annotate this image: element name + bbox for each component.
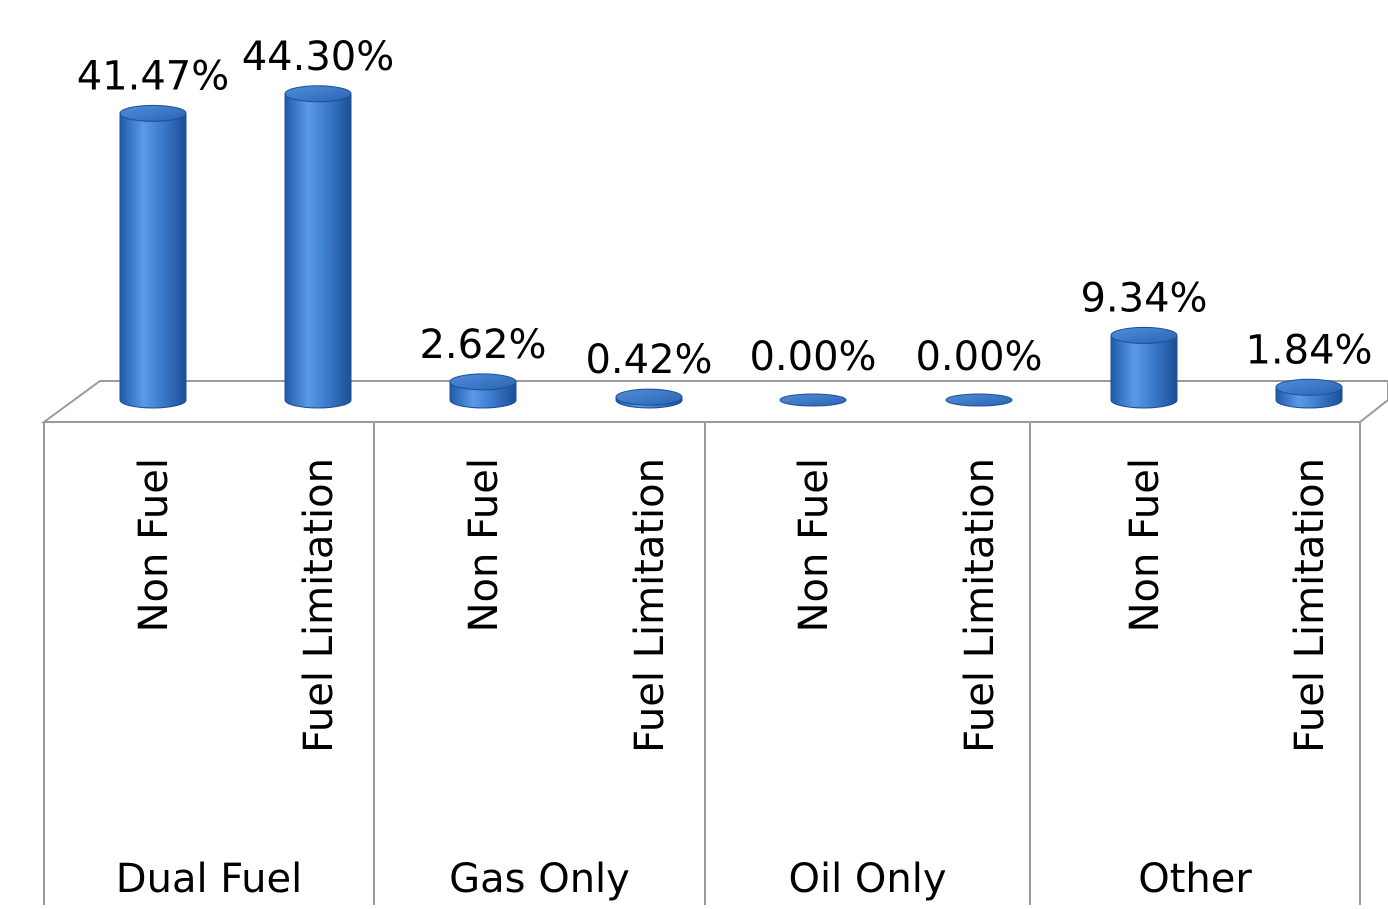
bar-top [945, 393, 1013, 407]
tick-label-oil-only-non-fuel: Non Fuel [791, 458, 837, 632]
bar-gas-only-non-fuel [449, 373, 517, 409]
bar-gas-only-fuel-limitation [615, 388, 683, 409]
bar-body [1110, 334, 1178, 409]
bar-dual-fuel-fuel-limitation [284, 85, 352, 409]
bar-oil-only-non-fuel [779, 393, 847, 407]
data-label-oil-only-non-fuel: 0.00% [749, 334, 876, 380]
bar-other-fuel-limitation [1275, 378, 1343, 409]
tick-label-other-non-fuel: Non Fuel [1122, 458, 1168, 632]
tick-label-oil-only-fuel-limitation: Fuel Limitation [957, 458, 1003, 753]
bar-top [615, 388, 683, 406]
tick-label-gas-only-non-fuel: Non Fuel [461, 458, 507, 632]
data-label-other-fuel-limitation: 1.84% [1245, 327, 1372, 373]
bar-body [284, 93, 352, 409]
data-label-gas-only-non-fuel: 2.62% [419, 322, 546, 368]
data-label-other-non-fuel: 9.34% [1080, 275, 1207, 321]
group-label-gas-only: Gas Only [449, 856, 630, 902]
bar-top [284, 85, 352, 103]
chart-floor [40, 380, 1388, 423]
data-label-gas-only-fuel-limitation: 0.42% [585, 337, 712, 383]
data-label-dual-fuel-fuel-limitation: 44.30% [242, 34, 395, 80]
bar-top [1110, 326, 1178, 344]
data-label-dual-fuel-non-fuel: 41.47% [77, 53, 230, 99]
bar-other-non-fuel [1110, 326, 1178, 409]
bar-oil-only-fuel-limitation [945, 393, 1013, 407]
group-label-oil-only: Oil Only [788, 856, 946, 902]
bar-body [119, 112, 187, 409]
bar-top [779, 393, 847, 407]
bar-top [1275, 378, 1343, 396]
data-label-oil-only-fuel-limitation: 0.00% [915, 334, 1042, 380]
bar-top [119, 104, 187, 122]
tick-label-dual-fuel-non-fuel: Non Fuel [131, 458, 177, 632]
tick-label-dual-fuel-fuel-limitation: Fuel Limitation [296, 458, 342, 753]
bar-top [449, 373, 517, 391]
group-label-other: Other [1138, 856, 1252, 902]
tick-label-gas-only-fuel-limitation: Fuel Limitation [627, 458, 673, 753]
group-label-dual-fuel: Dual Fuel [116, 856, 302, 902]
bar-dual-fuel-non-fuel [119, 104, 187, 409]
tick-label-other-fuel-limitation: Fuel Limitation [1287, 458, 1333, 753]
